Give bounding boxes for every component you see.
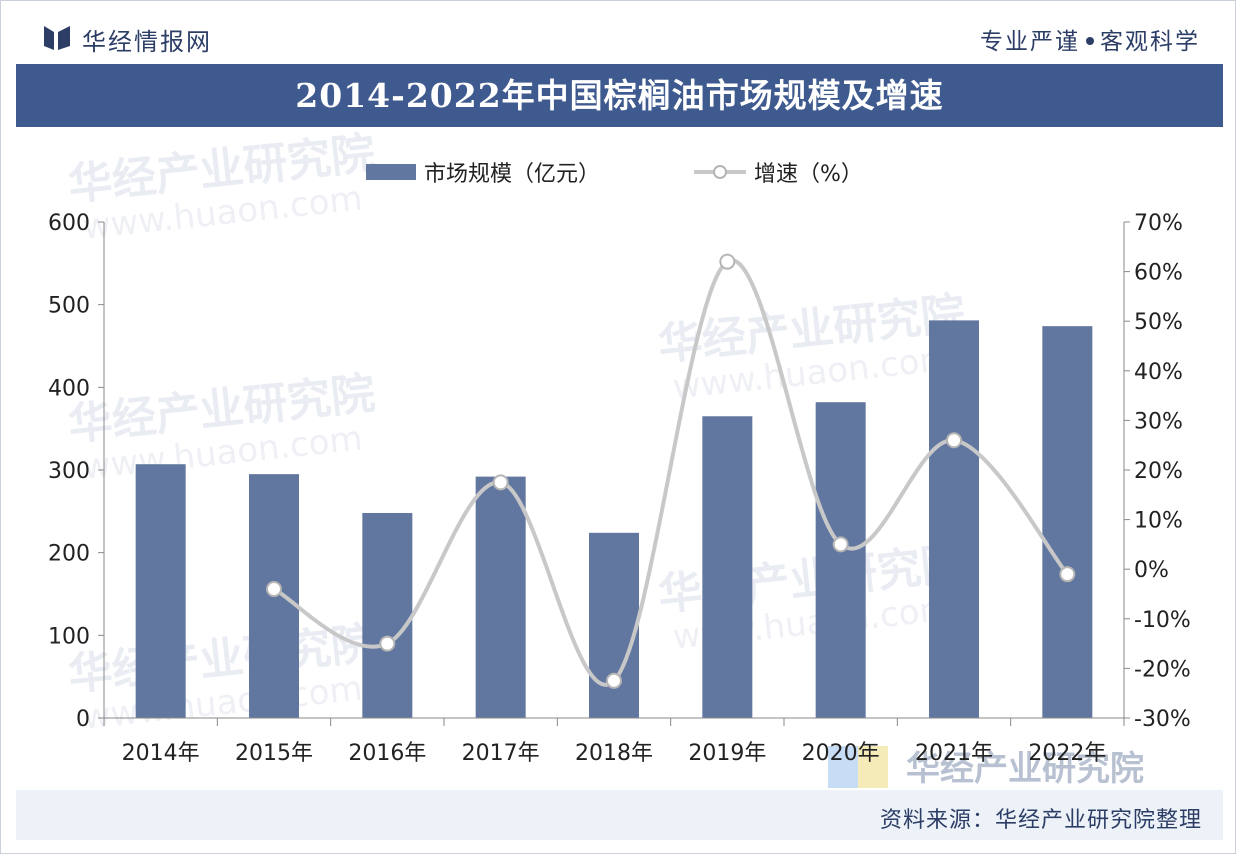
header-bar: 华经情报网 专业严谨 客观科学 <box>0 8 1236 60</box>
y-left-tick-label: 200 <box>48 542 90 567</box>
growth-point-2022年 <box>1059 566 1076 583</box>
y-left-tick-label: 100 <box>48 624 90 649</box>
bar-series <box>135 320 1093 718</box>
y-left-tick-label: 0 <box>76 707 90 732</box>
legend-bar-swatch <box>366 164 416 180</box>
y-right-tick-label: 10% <box>1134 509 1183 534</box>
y-right-tick-label: 40% <box>1134 360 1183 385</box>
logo-icon <box>44 26 70 50</box>
x-tick-label: 2022年 <box>1028 741 1106 766</box>
x-tick-label: 2020年 <box>802 741 880 766</box>
growth-point-2015年 <box>266 581 282 598</box>
y-right-tick-label: 30% <box>1134 409 1183 434</box>
legend: 市场规模（亿元） 增速（%） <box>366 162 863 187</box>
x-tick-label: 2021年 <box>915 741 993 766</box>
y-right-tick-label: 70% <box>1134 211 1183 236</box>
watermark-brand-corner: 华经产业研究院 <box>906 749 1144 788</box>
logo-text: 华经情报网 <box>82 28 212 56</box>
bar-2017年 <box>475 476 526 718</box>
bar-2022年 <box>1042 326 1093 718</box>
axes: 0 100 200 300 400 500 600 -30% -20% -10% 0% 10% 20% 3… <box>48 211 1191 766</box>
footer-bar <box>16 790 1223 840</box>
x-tick-label: 2016年 <box>348 741 426 766</box>
bar-2018年 <box>589 532 639 718</box>
y-right-tick-label: -20% <box>1134 657 1191 682</box>
legend-line-label: 增速（%） <box>754 162 863 187</box>
watermark-logo-icon <box>828 746 858 788</box>
bar-2019年 <box>702 416 753 718</box>
bar-2020年 <box>815 402 866 718</box>
x-tick-label: 2018年 <box>575 741 653 766</box>
growth-point-2021年 <box>946 432 962 449</box>
legend-bar-label: 市场规模（亿元） <box>424 162 600 187</box>
y-left-tick-label: 500 <box>48 294 90 319</box>
bar-2016年 <box>362 512 413 718</box>
source-note: 资料来源：华经产业研究院整理 <box>879 808 1202 833</box>
y-right-tick-label: 60% <box>1134 261 1183 286</box>
y-left-tick-label: 600 <box>48 211 90 236</box>
legend-line-marker-icon <box>713 165 727 179</box>
slogan-right: 客观科学 <box>1100 29 1200 55</box>
x-tick-label: 2019年 <box>688 741 766 766</box>
y-left-tick-label: 400 <box>48 376 90 401</box>
slogan-left: 专业严谨 <box>980 29 1080 55</box>
x-tick-label: 2017年 <box>462 741 540 766</box>
slogan: 专业严谨 客观科学 <box>980 22 1200 56</box>
y-left-tick-label: 300 <box>48 459 90 484</box>
chart-title: 2014-2022年中国棕榈油市场规模及增速 <box>295 76 944 115</box>
growth-point-2020年 <box>832 536 849 553</box>
growth-point-2019年 <box>719 253 736 270</box>
y-right-tick-label: 0% <box>1134 558 1169 583</box>
growth-point-2018年 <box>606 672 622 689</box>
title-bar: 2014-2022年中国棕榈油市场规模及增速 <box>16 64 1223 127</box>
chart-area: 华经产业研究院www.huaon.com华经产业研究院www.huaon.com… <box>48 128 1191 788</box>
growth-point-2017年 <box>492 474 509 491</box>
bar-2014年 <box>135 464 186 718</box>
y-right-tick-label: 50% <box>1134 310 1183 335</box>
x-tick-label: 2014年 <box>122 741 200 766</box>
x-tick-label: 2015年 <box>235 741 313 766</box>
y-right-tick-label: -30% <box>1134 707 1191 732</box>
line-series <box>266 253 1076 689</box>
slogan-dot-icon <box>1086 36 1094 45</box>
y-right-tick-label: 20% <box>1134 459 1183 484</box>
bar-2021年 <box>929 320 979 718</box>
growth-point-2016年 <box>379 635 396 652</box>
watermark-logo-icon <box>858 746 888 788</box>
y-right-tick-label: -10% <box>1134 608 1191 633</box>
growth-line <box>273 258 1069 687</box>
